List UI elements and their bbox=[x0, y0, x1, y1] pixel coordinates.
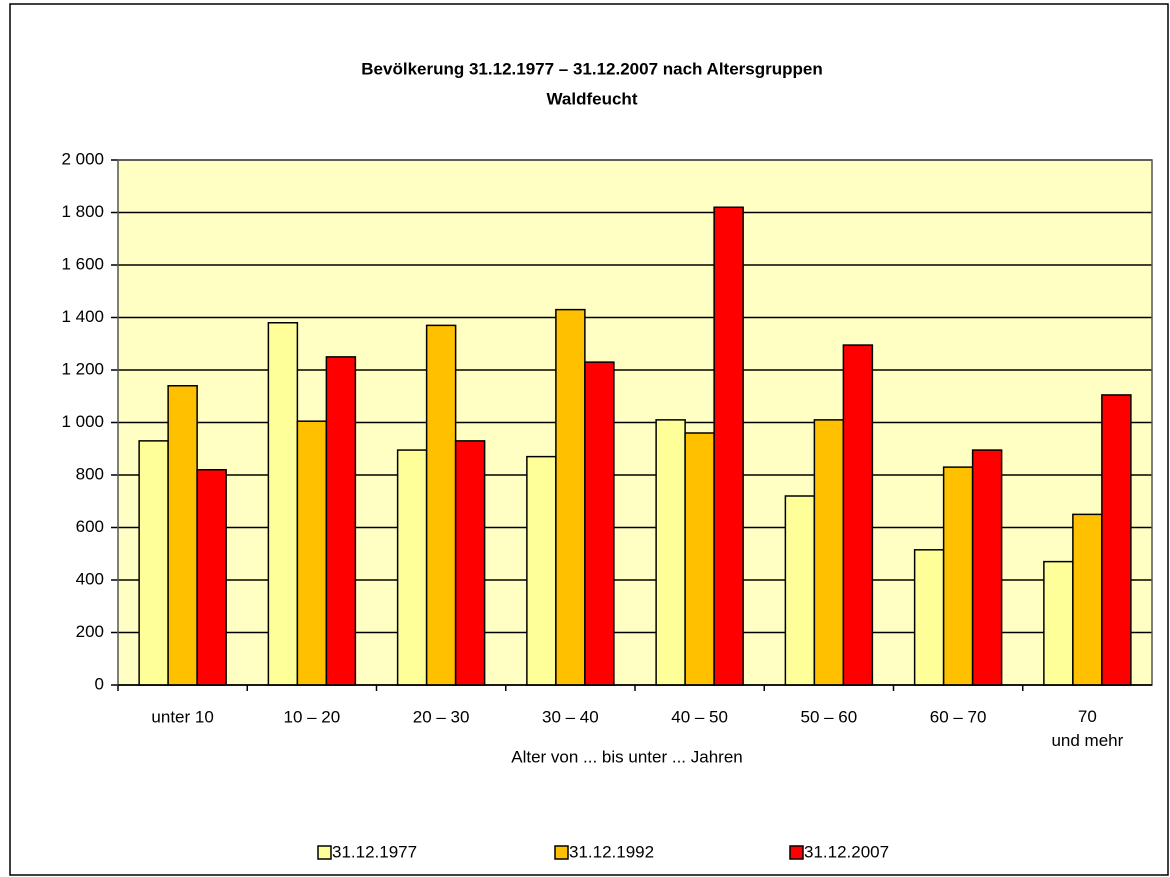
y-tick-label: 400 bbox=[76, 569, 104, 588]
bar bbox=[655, 419, 686, 686]
bar bbox=[942, 466, 974, 686]
x-tick-label: 20 – 30 bbox=[413, 707, 470, 726]
bar bbox=[296, 420, 328, 686]
y-tick-label: 0 bbox=[95, 674, 104, 693]
bar bbox=[713, 206, 744, 686]
legend-label: 31.12.1992 bbox=[569, 842, 654, 861]
bar bbox=[267, 322, 299, 686]
x-tick-label: 50 – 60 bbox=[801, 707, 858, 726]
bar bbox=[813, 419, 845, 686]
bar bbox=[584, 361, 615, 686]
x-tick-label: 30 – 40 bbox=[542, 707, 599, 726]
y-tick-label: 1 800 bbox=[61, 202, 104, 221]
y-tick-label: 200 bbox=[76, 622, 104, 641]
legend-swatch bbox=[317, 845, 332, 860]
x-tick-label: 60 – 70 bbox=[930, 707, 987, 726]
bar bbox=[454, 440, 486, 686]
bar bbox=[913, 549, 945, 686]
legend-label: 31.12.1977 bbox=[332, 842, 417, 861]
bar bbox=[971, 449, 1003, 686]
legend-swatch bbox=[789, 845, 804, 860]
bar bbox=[196, 469, 227, 686]
bar bbox=[684, 432, 715, 686]
x-tick-label: 40 – 50 bbox=[671, 707, 728, 726]
bar bbox=[526, 455, 557, 686]
y-tick-label: 1 600 bbox=[61, 254, 104, 273]
bar bbox=[842, 344, 874, 686]
x-axis-label: Alter von ... bis unter ... Jahren bbox=[511, 747, 743, 766]
bar bbox=[167, 385, 198, 686]
bar bbox=[555, 308, 586, 686]
x-tick-label: 70 und mehr bbox=[1051, 707, 1123, 750]
bar bbox=[325, 356, 357, 686]
bar bbox=[1043, 560, 1074, 686]
x-tick-label: unter 10 bbox=[151, 707, 213, 726]
bar bbox=[425, 324, 457, 686]
bar bbox=[1072, 513, 1103, 686]
chart-title: Bevölkerung 31.12.1977 – 31.12.2007 nach… bbox=[361, 59, 822, 78]
y-tick-label: 800 bbox=[76, 464, 104, 483]
y-tick-label: 600 bbox=[76, 517, 104, 536]
y-tick-label: 1 200 bbox=[61, 359, 104, 378]
bar bbox=[138, 440, 169, 686]
legend-swatch bbox=[554, 845, 569, 860]
y-tick-label: 1 000 bbox=[61, 412, 104, 431]
x-tick-label: 10 – 20 bbox=[284, 707, 341, 726]
chart-subtitle: Waldfeucht bbox=[547, 89, 638, 108]
y-tick-label: 2 000 bbox=[61, 149, 104, 168]
bar bbox=[784, 495, 816, 686]
legend-label: 31.12.2007 bbox=[804, 842, 889, 861]
bar bbox=[1101, 394, 1132, 686]
y-tick-label: 1 400 bbox=[61, 307, 104, 326]
bar bbox=[396, 449, 428, 686]
